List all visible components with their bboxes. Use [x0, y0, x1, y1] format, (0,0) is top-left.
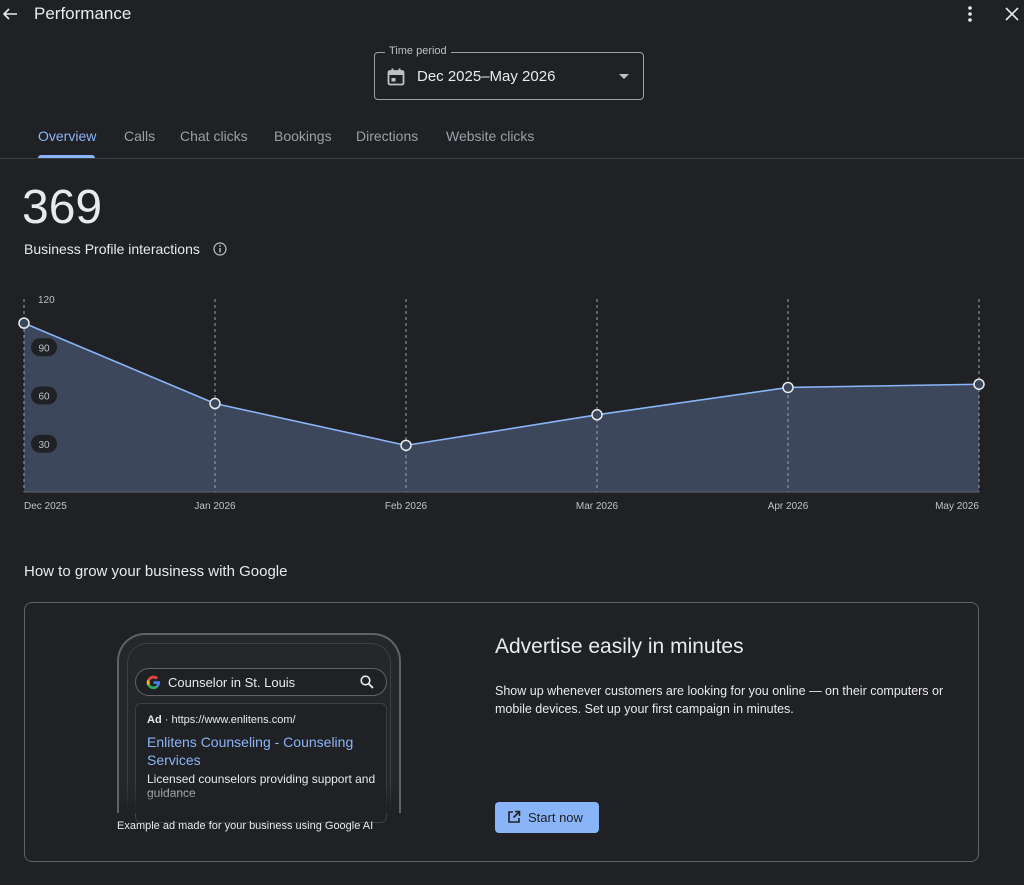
metric-label: Business Profile interactions — [24, 241, 200, 257]
total-interactions-value: 369 — [22, 181, 103, 234]
chart-area — [24, 323, 979, 492]
tab-bar: Overview Calls Chat clicks Bookings Dire… — [0, 118, 1024, 159]
top-bar: Performance — [0, 0, 1024, 28]
advertise-heading: Advertise easily in minutes — [495, 635, 744, 658]
open-in-new-icon — [508, 810, 521, 823]
calendar-icon — [387, 68, 405, 86]
x-tick-label: Mar 2026 — [576, 501, 619, 512]
mockup-caption: Example ad made for your business using … — [117, 820, 374, 832]
section-title: How to grow your business with Google — [24, 563, 288, 580]
search-icon — [360, 675, 374, 689]
tab-website-clicks[interactable]: Website clicks — [446, 128, 535, 144]
x-tick-label: Dec 2025 — [24, 501, 67, 512]
page-title: Performance — [34, 4, 132, 23]
info-icon[interactable] — [213, 242, 227, 256]
data-point — [591, 409, 603, 421]
time-period-label: Time period — [385, 45, 451, 57]
mock-ad-title: Enlitens Counseling - Counseling Service… — [147, 734, 354, 768]
data-point — [18, 317, 30, 329]
tab-chat-clicks[interactable]: Chat clicks — [180, 128, 248, 144]
data-point — [209, 397, 221, 410]
mock-ad-url-line: Ad · https://www.enlitens.com/ — [147, 714, 296, 726]
x-tick-label: Apr 2026 — [768, 501, 809, 512]
time-period-value: Dec 2025–May 2026 — [417, 68, 556, 85]
start-now-label: Start now — [528, 810, 583, 825]
x-tick-label: Feb 2026 — [385, 501, 428, 512]
y-tick-label: 120 — [38, 295, 55, 306]
tab-overview[interactable]: Overview — [38, 128, 97, 144]
more-vert-icon — [968, 6, 972, 22]
close-button[interactable] — [1000, 2, 1024, 26]
tab-bookings[interactable]: Bookings — [274, 128, 332, 144]
series-line — [23, 322, 980, 447]
mock-ad-url: https://www.enlitens.com/ — [171, 714, 296, 726]
close-icon — [1005, 7, 1019, 21]
interactions-chart: 120 90 60 30 Dec 2025 Jan 2026 Feb 2026 Mar 202… — [18, 295, 985, 512]
phone-screen — [127, 643, 391, 813]
ad-tag: Ad — [147, 714, 162, 726]
back-button[interactable] — [0, 2, 22, 26]
start-now-button[interactable]: Start now — [495, 802, 599, 833]
advertise-body: Show up whenever customers are looking f… — [495, 684, 944, 716]
arrow-back-icon — [2, 8, 17, 20]
data-point — [782, 381, 794, 394]
tab-directions[interactable]: Directions — [356, 128, 419, 144]
y-tick-pill — [31, 434, 57, 453]
mock-search-query: Counselor in St. Louis — [168, 675, 296, 690]
phone-fade — [119, 783, 399, 813]
y-tick-pill — [31, 386, 57, 405]
y-tick-label: 90 — [38, 343, 50, 354]
data-point — [973, 378, 985, 390]
y-tick-label: 30 — [38, 440, 50, 451]
dropdown-caret-icon — [619, 74, 629, 79]
more-options-button[interactable] — [958, 2, 982, 26]
active-tab-indicator — [38, 155, 95, 158]
tab-calls[interactable]: Calls — [124, 128, 156, 144]
advertise-card: Counselor in St. Louis Ad · https://www.… — [24, 602, 979, 862]
time-period-select[interactable]: Time period Dec 2025–May 2026 — [374, 45, 644, 100]
phone-mockup: Counselor in St. Louis Ad · https://www.… — [117, 633, 401, 823]
x-tick-label: May 2026 — [935, 501, 979, 512]
google-logo-icon — [146, 675, 161, 690]
x-tick-label: Jan 2026 — [194, 501, 236, 512]
data-point — [400, 439, 412, 452]
mock-search-bar: Counselor in St. Louis — [135, 668, 387, 696]
y-tick-label: 60 — [38, 392, 50, 403]
y-tick-pill — [31, 338, 57, 357]
